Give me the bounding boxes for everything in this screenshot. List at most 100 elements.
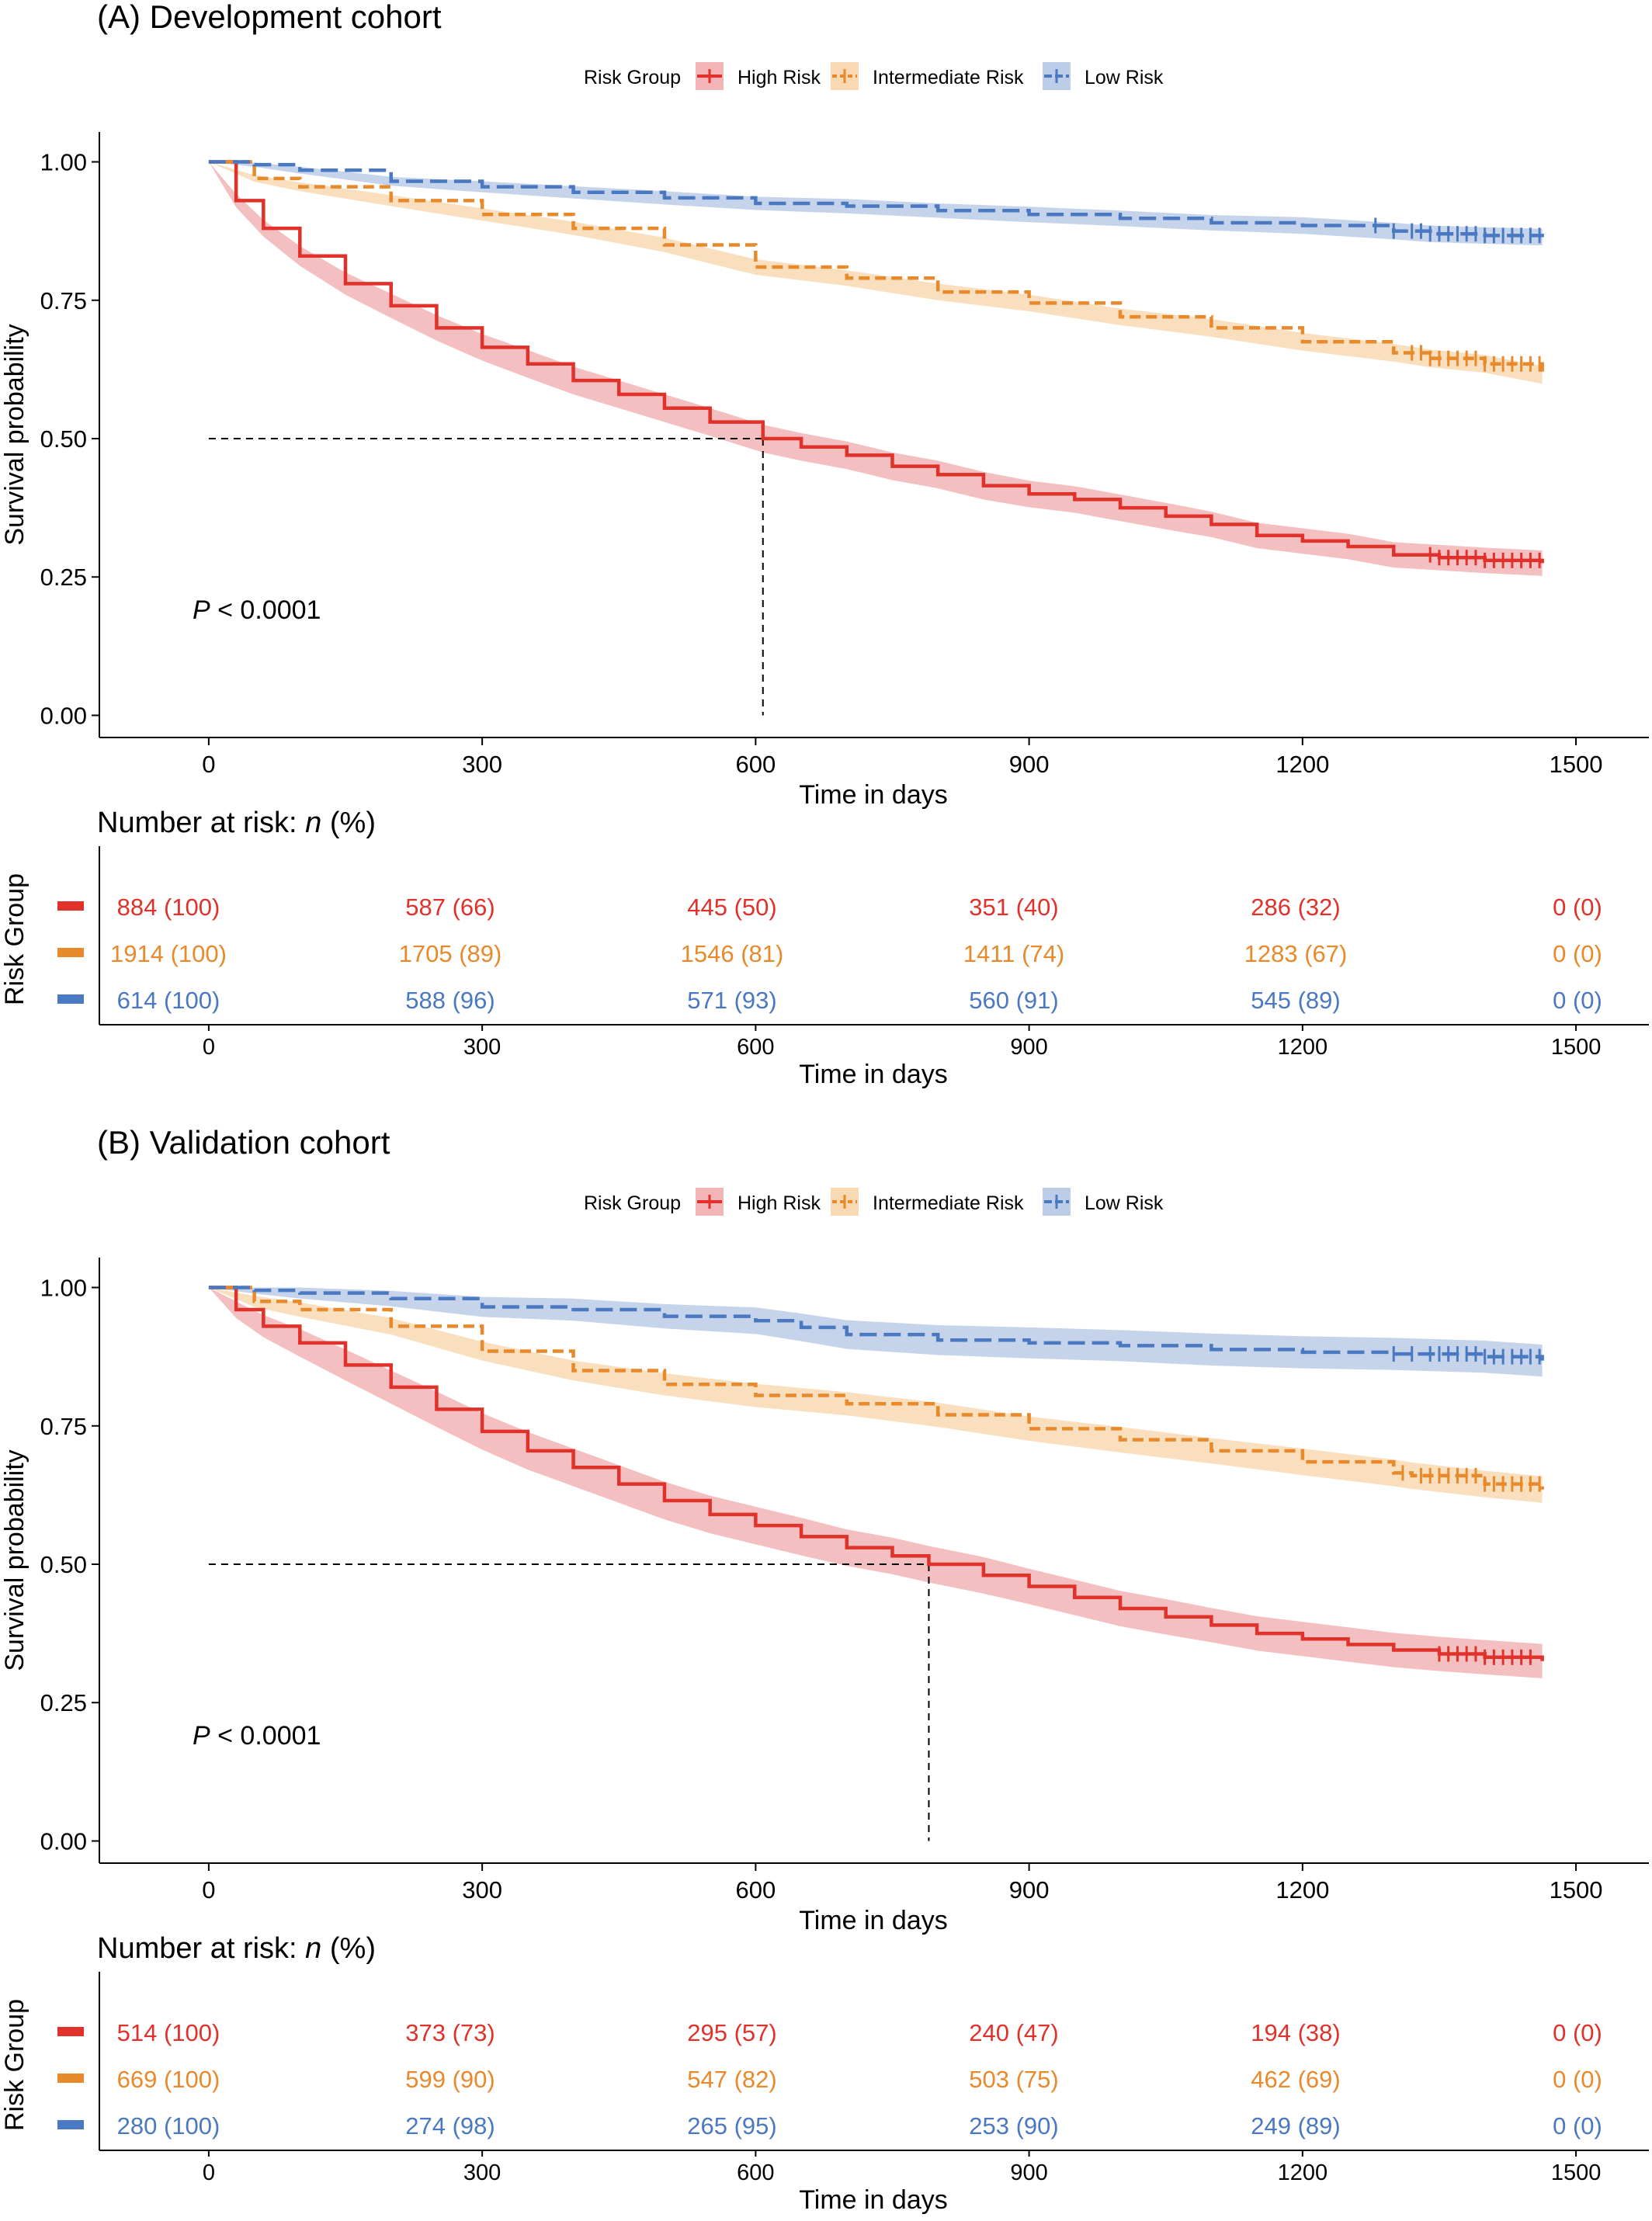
x-tick-label: 900	[1009, 751, 1050, 778]
legend-title: Risk Group	[584, 67, 681, 88]
risk-table-x-tick-label: 0	[203, 2160, 215, 2185]
x-tick-label: 0	[202, 751, 215, 778]
risk-row-key	[57, 2027, 84, 2036]
risk-cell: 587 (66)	[405, 894, 495, 921]
risk-table-x-tick-label: 600	[737, 2160, 774, 2185]
risk-cell: 560 (91)	[969, 987, 1058, 1014]
risk-cell: 547 (82)	[687, 2066, 776, 2093]
panel-title: (B) Validation cohort	[97, 1124, 390, 1161]
risk-table-title: Number at risk: n (%)	[97, 1932, 376, 1965]
x-tick-label: 1200	[1275, 1876, 1329, 1903]
survival-curve-intermediate	[208, 1286, 1544, 1490]
risk-cell: 0 (0)	[1553, 894, 1602, 921]
x-axis-label: Time in days	[799, 1906, 947, 1935]
risk-cell: 265 (95)	[687, 2112, 776, 2139]
risk-cell: 884 (100)	[117, 894, 220, 921]
risk-table-x-tick-label: 0	[203, 1035, 215, 1060]
x-tick-label: 300	[462, 1876, 502, 1903]
x-tick-label: 600	[735, 751, 776, 778]
risk-table-x-tick-label: 1500	[1551, 1035, 1602, 1060]
y-tick-label: 1.00	[40, 149, 87, 176]
risk-cell: 514 (100)	[117, 2019, 220, 2046]
risk-table-x-tick-label: 900	[1010, 2160, 1047, 2185]
risk-table-x-tick-label: 1200	[1278, 1035, 1328, 1060]
risk-cell: 503 (75)	[969, 2066, 1058, 2093]
risk-table-x-tick-label: 300	[463, 2160, 501, 2185]
legend-item-intermediate: Intermediate Risk	[831, 1188, 1024, 1216]
risk-table-x-tick-label: 900	[1010, 1035, 1047, 1060]
risk-cell: 1546 (81)	[681, 940, 784, 967]
risk-row-key	[57, 901, 84, 911]
legend-item-low: Low Risk	[1043, 62, 1164, 90]
x-tick-label: 1500	[1550, 1876, 1603, 1903]
legend-label: Intermediate Risk	[873, 1192, 1024, 1214]
risk-cell: 249 (89)	[1251, 2112, 1340, 2139]
risk-table-x-tick-label: 300	[463, 1035, 501, 1060]
legend-title: Risk Group	[584, 1192, 681, 1214]
legend-item-intermediate: Intermediate Risk	[831, 62, 1024, 90]
risk-row-key	[57, 948, 84, 957]
y-tick-label: 0.25	[40, 1689, 87, 1716]
x-tick-label: 1500	[1550, 751, 1603, 778]
risk-cell: 274 (98)	[405, 2112, 495, 2139]
ci-band-low	[208, 1287, 1543, 1377]
y-tick-label: 0.00	[40, 1827, 87, 1855]
x-tick-label: 1200	[1275, 751, 1329, 778]
risk-cell: 669 (100)	[117, 2066, 220, 2093]
risk-cell: 599 (90)	[405, 2066, 495, 2093]
risk-row-key	[57, 2120, 84, 2129]
x-tick-label: 300	[462, 751, 502, 778]
risk-row-key	[57, 994, 84, 1004]
risk-cell: 571 (93)	[687, 987, 776, 1014]
y-tick-label: 0.00	[40, 702, 87, 729]
survival-curve-low	[208, 160, 1544, 238]
risk-cell: 351 (40)	[969, 894, 1058, 921]
legend-item-high: High Risk	[696, 1188, 821, 1216]
panel-b: (B) Validation cohort Risk Group High Risk…	[0, 1124, 1649, 2215]
risk-cell: 0 (0)	[1553, 987, 1602, 1014]
risk-table-x-tick-label: 1500	[1551, 2160, 1602, 2185]
y-tick-label: 0.75	[40, 1413, 87, 1440]
risk-cell: 0 (0)	[1553, 2112, 1602, 2139]
legend-label: High Risk	[738, 1192, 821, 1214]
y-tick-label: 0.50	[40, 1551, 87, 1578]
risk-cell: 286 (32)	[1251, 894, 1340, 921]
risk-cell: 588 (96)	[405, 987, 495, 1014]
risk-cell: 0 (0)	[1553, 2019, 1602, 2046]
survival-curve-low	[208, 1286, 1544, 1361]
risk-table-x-label: Time in days	[799, 2185, 947, 2215]
risk-cell: 614 (100)	[117, 987, 220, 1014]
risk-table-x-tick-label: 600	[737, 1035, 774, 1060]
risk-table-y-label: Risk Group	[0, 1999, 30, 2131]
ci-band-low	[208, 161, 1543, 246]
risk-cell: 295 (57)	[687, 2019, 776, 2046]
legend-item-low: Low Risk	[1043, 1188, 1164, 1216]
risk-table-x-label: Time in days	[799, 1060, 947, 1089]
panel-title: (A) Development cohort	[97, 0, 442, 35]
survival-curve-high	[208, 160, 1544, 564]
risk-cell: 1411 (74)	[963, 940, 1064, 967]
y-tick-label: 0.25	[40, 564, 87, 591]
y-tick-label: 0.75	[40, 287, 87, 314]
risk-cell: 194 (38)	[1251, 2019, 1340, 2046]
legend-item-high: High Risk	[696, 62, 821, 90]
x-tick-label: 0	[202, 1876, 215, 1903]
risk-cell: 240 (47)	[969, 2019, 1058, 2046]
p-value-label: P < 0.0001	[193, 1721, 321, 1751]
risk-cell: 1914 (100)	[110, 940, 227, 967]
risk-cell: 280 (100)	[117, 2112, 220, 2139]
ci-band-high	[208, 1287, 1543, 1678]
risk-cell: 373 (73)	[405, 2019, 495, 2046]
legend-label: Low Risk	[1085, 67, 1164, 88]
legend-label: Intermediate Risk	[873, 67, 1024, 88]
risk-cell: 545 (89)	[1251, 987, 1340, 1014]
legend-label: Low Risk	[1085, 1192, 1164, 1214]
panel-a: (A) Development cohort Risk Group High Ris…	[0, 0, 1649, 1089]
risk-cell: 462 (69)	[1251, 2066, 1340, 2093]
risk-table-y-label: Risk Group	[0, 873, 30, 1005]
y-axis-label: Survival probability	[0, 324, 30, 545]
p-value-label: P < 0.0001	[193, 595, 321, 625]
risk-table-x-tick-label: 1200	[1278, 2160, 1328, 2185]
risk-cell: 0 (0)	[1553, 940, 1602, 967]
